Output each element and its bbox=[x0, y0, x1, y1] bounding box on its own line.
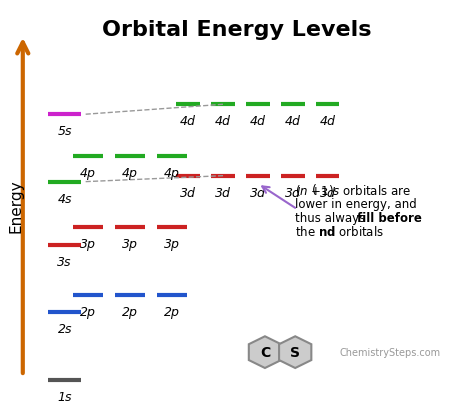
Text: 4p: 4p bbox=[164, 166, 180, 179]
Text: 3d: 3d bbox=[215, 186, 231, 199]
Text: 1s: 1s bbox=[57, 390, 72, 403]
Text: 3p: 3p bbox=[80, 238, 96, 251]
Text: 2p: 2p bbox=[122, 305, 138, 318]
Text: the $\mathbf{n}$$\mathbf{d}$ orbitals: the $\mathbf{n}$$\mathbf{d}$ orbitals bbox=[295, 225, 384, 238]
Text: 4p: 4p bbox=[80, 166, 96, 179]
Text: 2p: 2p bbox=[80, 305, 96, 318]
Text: 4p: 4p bbox=[122, 166, 138, 179]
Text: 3d: 3d bbox=[250, 186, 266, 199]
Text: 4d: 4d bbox=[250, 115, 266, 128]
Text: 3d: 3d bbox=[180, 186, 196, 199]
Text: thus always: thus always bbox=[295, 211, 369, 224]
Text: C: C bbox=[260, 345, 270, 359]
Text: S: S bbox=[290, 345, 300, 359]
Text: 3d: 3d bbox=[320, 186, 336, 199]
Text: Energy: Energy bbox=[9, 179, 23, 233]
Text: ChemistrySteps.com: ChemistrySteps.com bbox=[339, 347, 440, 357]
Text: 3s: 3s bbox=[57, 255, 72, 268]
Text: 2s: 2s bbox=[57, 323, 72, 335]
Text: 2p: 2p bbox=[164, 305, 180, 318]
Text: Orbital Energy Levels: Orbital Energy Levels bbox=[102, 20, 372, 40]
Text: 4d: 4d bbox=[180, 115, 196, 128]
Text: (: ( bbox=[311, 184, 316, 197]
Text: 4d: 4d bbox=[215, 115, 231, 128]
Text: 3d: 3d bbox=[285, 186, 301, 199]
Text: 4s: 4s bbox=[57, 192, 72, 205]
Text: 4d: 4d bbox=[320, 115, 336, 128]
Text: 4d: 4d bbox=[285, 115, 301, 128]
Text: lower in energy, and: lower in energy, and bbox=[295, 198, 417, 210]
Text: 5s: 5s bbox=[57, 125, 72, 138]
Text: fill before: fill before bbox=[356, 211, 421, 224]
Text: 3p: 3p bbox=[164, 238, 180, 251]
Text: ($n$ +1)$s$ orbitals are: ($n$ +1)$s$ orbitals are bbox=[295, 182, 411, 198]
Text: 3p: 3p bbox=[122, 238, 138, 251]
